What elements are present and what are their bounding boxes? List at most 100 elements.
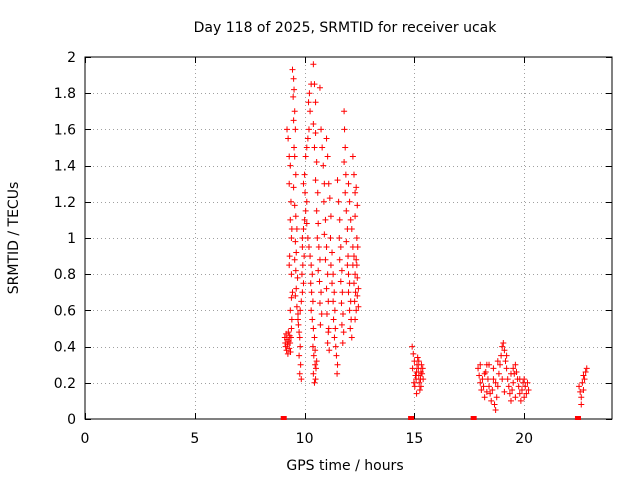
y-tick-label: 0.2 [54,376,76,392]
data-point [340,311,347,318]
data-point [322,256,329,263]
data-point [332,343,339,350]
data-point [324,271,331,278]
data-point [305,99,312,106]
data-point [342,144,349,151]
data-point [314,235,321,241]
data-point [314,189,321,196]
data-point [416,387,423,394]
data-point [325,180,332,187]
data-point [287,339,294,346]
data-point [286,345,293,352]
data-point [342,171,349,178]
x-tick-label: 20 [515,431,533,447]
data-point [327,213,334,220]
data-point [312,347,319,354]
data-point [291,153,298,160]
data-point [350,280,357,287]
data-point [303,220,310,227]
data-point [292,292,299,299]
data-point [352,316,359,323]
data-point [312,361,319,368]
data-point [320,198,327,205]
data-point [354,292,361,299]
data-point [490,365,497,372]
data-point [309,343,316,350]
data-point [291,256,298,263]
data-point [289,66,296,73]
data-point [330,298,337,305]
data-point [302,207,309,214]
data-point [491,401,498,408]
data-point [347,216,354,223]
data-point [341,126,348,133]
data-point [493,394,500,401]
data-point [337,244,344,251]
data-point [294,274,301,281]
y-tick-label: 1.2 [54,195,76,211]
y-tick-label: 1.6 [54,122,76,138]
data-point [340,329,347,336]
data-point [345,253,352,260]
data-point [484,376,491,383]
data-point [313,207,320,214]
data-point [497,361,504,368]
data-point [309,316,316,323]
data-point [310,352,317,359]
data-point [345,271,352,278]
data-point [285,329,292,336]
data-point [309,298,316,305]
data-point [498,352,505,359]
data-point [286,180,293,187]
data-point [310,370,317,377]
data-point [353,256,360,263]
data-point [318,126,325,133]
data-point [288,294,295,301]
data-point [292,171,299,178]
data-point [419,365,426,372]
data-point [309,271,316,278]
data-point [324,153,331,160]
data-point [322,216,329,223]
data-point [525,387,532,394]
data-point [334,361,341,368]
data-point [305,126,312,133]
data-point [316,300,323,307]
data-point [507,397,514,404]
data-point [302,153,309,160]
data-point [315,220,322,227]
data-point [331,334,338,341]
data-point [288,235,295,241]
data-point [311,334,318,341]
data-point [296,352,303,359]
baseline-marker [470,416,477,420]
data-point [313,158,320,165]
data-point [516,390,523,397]
data-point [324,339,331,346]
data-points [281,61,590,413]
data-point [345,289,352,296]
data-point [325,329,332,336]
data-point [319,144,326,151]
data-point [287,162,294,169]
data-point [313,365,320,372]
data-point [499,376,506,383]
data-point [581,376,588,383]
data-point [295,321,302,328]
data-point [315,267,322,274]
data-point [312,99,319,106]
data-point [506,390,513,397]
y-tick-label: 1.8 [54,86,76,102]
data-point [500,339,507,346]
data-point [290,93,297,100]
data-point [318,289,325,296]
data-point [488,397,495,404]
data-point [296,334,303,341]
data-point [504,376,511,383]
data-point [355,285,362,292]
data-point [419,370,426,377]
data-point [350,171,357,178]
data-point [288,316,295,323]
